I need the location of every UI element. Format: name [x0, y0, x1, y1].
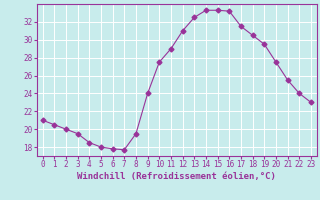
X-axis label: Windchill (Refroidissement éolien,°C): Windchill (Refroidissement éolien,°C) [77, 172, 276, 181]
